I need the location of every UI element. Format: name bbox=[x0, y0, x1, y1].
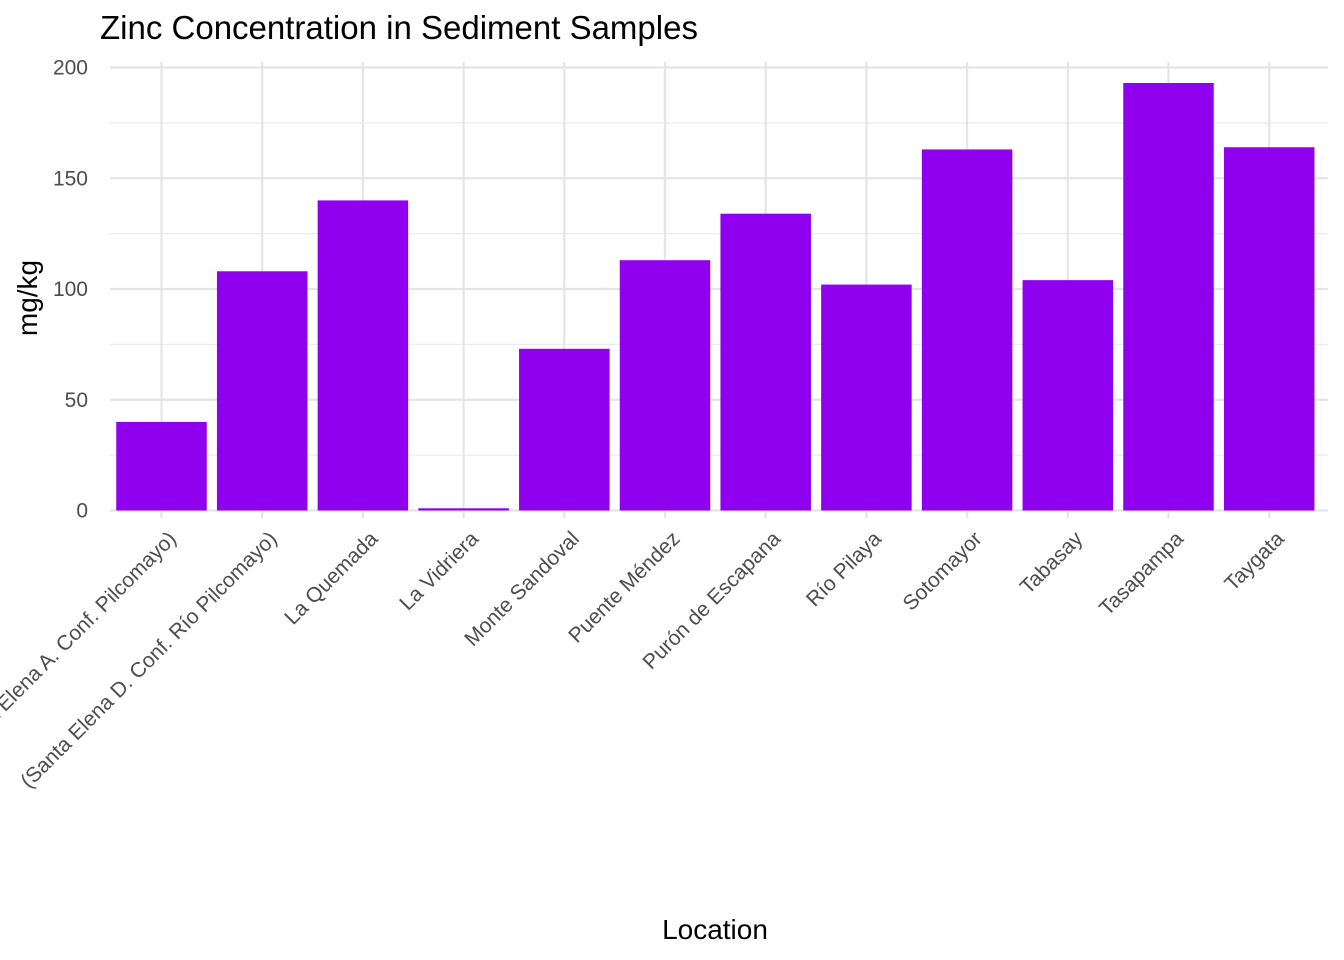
x-tick-label: Río Pilaya bbox=[802, 527, 886, 611]
bar bbox=[619, 260, 711, 511]
x-tick-label: La Quemada bbox=[280, 527, 382, 629]
bar bbox=[519, 348, 610, 511]
y-tick-label: 50 bbox=[65, 389, 88, 412]
x-tick-label: Taygata bbox=[1220, 527, 1288, 595]
x-tick-label: Sotomayor bbox=[899, 527, 987, 615]
bar bbox=[1123, 83, 1214, 511]
y-tick-label: 100 bbox=[53, 278, 88, 301]
y-axis-ticks: 0 50 100 150 200 bbox=[53, 57, 88, 523]
y-tick-label: 0 bbox=[76, 500, 88, 523]
x-axis-title: Location bbox=[662, 914, 768, 945]
y-tick-label: 150 bbox=[53, 167, 88, 190]
bar bbox=[216, 271, 308, 511]
y-axis-title: mg/kg bbox=[12, 259, 43, 337]
bar bbox=[921, 149, 1013, 511]
bar bbox=[1223, 147, 1315, 511]
bar bbox=[116, 421, 207, 511]
bar bbox=[317, 200, 409, 511]
bar bbox=[821, 284, 912, 511]
x-tick-label: Tabasay bbox=[1016, 527, 1088, 599]
x-axis-ticks: (Santa Elena A. Conf. Pilcomayo)(Santa E… bbox=[0, 527, 1289, 793]
bar bbox=[720, 213, 811, 511]
chart-title: Zinc Concentration in Sediment Samples bbox=[100, 9, 698, 46]
bars bbox=[116, 83, 1315, 511]
bar bbox=[1022, 280, 1114, 511]
y-tick-label: 200 bbox=[53, 57, 88, 80]
x-tick-label: Tasapampa bbox=[1095, 527, 1188, 620]
x-tick-label: La Vidriera bbox=[395, 527, 483, 615]
bar bbox=[418, 508, 509, 511]
